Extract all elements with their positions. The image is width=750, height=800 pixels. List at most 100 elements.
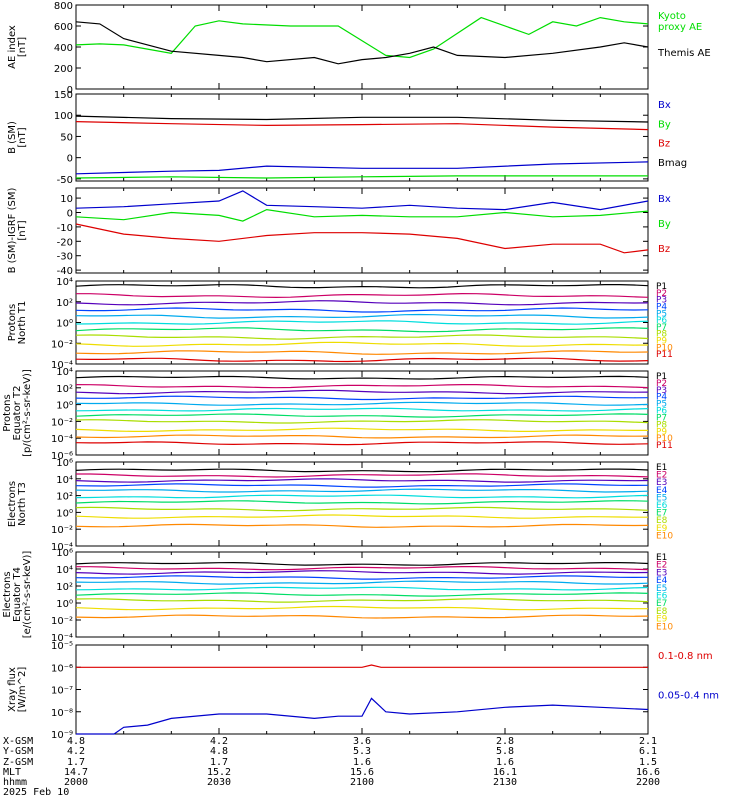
y-axis-label: B (SM) [nT] — [7, 121, 28, 154]
y-tick-label: 50 — [60, 132, 73, 143]
y-tick-label: 10⁰ — [56, 508, 73, 519]
y-tick-label: 10⁰ — [56, 319, 73, 330]
legend-label: P1 — [656, 282, 667, 292]
series-line-e5 — [75, 488, 649, 493]
series-line-p6 — [75, 407, 649, 412]
ephemeris-value: 2030 — [206, 777, 232, 789]
y-axis-label: Electrons Equator T4 [e/(cm²-s-sr-keV)] — [2, 551, 33, 639]
legend-label: E3 — [656, 478, 667, 488]
legend-label: P2 — [656, 379, 667, 389]
ephemeris-value: 14.7 — [63, 766, 89, 778]
y-tick-label: 10² — [56, 298, 73, 309]
y-axis-label-line: [W/m^2] — [17, 667, 28, 713]
ephemeris-row-mlt: MLT 14.7 15.2 15.6 16.1 16.6 — [0, 766, 750, 778]
legend-label: P3 — [656, 296, 667, 306]
y-tick-label: 10⁻² — [51, 616, 73, 627]
ephemeris-value: 16.6 — [635, 766, 661, 778]
y-axis-label-line: Electrons — [7, 481, 18, 527]
legend-label: E10 — [656, 531, 673, 541]
ephemeris-value: 2130 — [492, 777, 518, 789]
ephemeris-value: 5.8 — [495, 746, 515, 758]
y-axis-label: Electrons North T3 — [7, 481, 28, 527]
legend-label: E10 — [656, 622, 673, 632]
legend-label: 0.1-0.8 nm — [658, 651, 713, 662]
series-line-p10 — [75, 350, 649, 355]
y-tick-label: -20 — [57, 237, 73, 248]
ephemeris-value: 2200 — [635, 777, 661, 789]
legend-label: Bz — [658, 139, 670, 150]
legend-label: E6 — [656, 501, 668, 511]
series-line-bz — [75, 121, 649, 131]
legend-label: P10 — [656, 434, 673, 444]
series-line-e8 — [75, 506, 649, 512]
legend-label: 0.05-0.4 nm — [658, 691, 719, 702]
ephemeris-value: 4.2 — [66, 746, 86, 758]
y-axis-label-line: North T1 — [17, 301, 28, 345]
y-tick-label: 800 — [54, 1, 73, 12]
y-tick-label: 10⁻⁵ — [51, 641, 73, 652]
y-tick-label: -10 — [57, 223, 73, 234]
legend-label: E1 — [656, 553, 667, 563]
y-tick-label: 10⁻⁴ — [51, 633, 73, 644]
ephemeris-value: 2.8 — [495, 736, 515, 747]
series-line-by — [75, 208, 649, 222]
series-line-bz — [75, 223, 649, 254]
ephemeris-value: 6.1 — [638, 746, 658, 758]
y-tick-label: 600 — [54, 22, 73, 33]
legend-label: E2 — [656, 561, 667, 571]
legend-label: proxy AE — [658, 22, 702, 33]
legend-label: P10 — [656, 343, 673, 353]
y-axis-label-line: [e/(cm²-s-sr-keV)] — [22, 551, 33, 639]
legend-label: P9 — [656, 427, 667, 437]
y-axis-label-line: [p/(cm²-s-sr-keV)] — [22, 369, 33, 457]
y-tick-label: 10⁶ — [56, 548, 73, 559]
series-line-p8 — [75, 419, 649, 424]
series-line-p11 — [75, 357, 649, 363]
y-axis-label-line: [nT] — [17, 37, 28, 57]
ephemeris-value: 1.5 — [638, 756, 658, 768]
y-tick-label: 0 — [67, 208, 73, 219]
series-line-by — [75, 175, 648, 179]
series-line-e6 — [75, 586, 649, 591]
series-line-0.1-0.8-nm — [76, 664, 648, 668]
y-tick-label: 10⁻⁶ — [51, 663, 73, 674]
y-axis-label-line: [nT] — [17, 127, 28, 147]
legend-label: Bz — [658, 244, 670, 255]
legend-label: P1 — [656, 372, 667, 382]
ephemeris-value: 4.8 — [209, 746, 229, 758]
legend-label: P8 — [656, 330, 667, 340]
legend-label: E9 — [656, 524, 668, 534]
legend-label: P6 — [656, 407, 667, 417]
legend-label: P9 — [656, 337, 667, 347]
ephemeris-value: 4.8 — [66, 736, 86, 747]
y-tick-label: 10⁻⁹ — [51, 730, 73, 740]
series-line-p3 — [75, 389, 649, 395]
y-axis-label-line: Electrons — [2, 571, 13, 617]
ephemeris-label: hhmm — [3, 777, 28, 789]
y-tick-label: 10⁴ — [56, 475, 73, 486]
series-line-p9 — [75, 427, 648, 432]
series-line-e9 — [75, 514, 648, 519]
ephemeris-value: 5.3 — [352, 746, 372, 758]
series-line-p9 — [75, 341, 649, 347]
ephemeris-table: X-GSM 4.8 4.2 3.6 2.8 2.1 Y-GSM 4.2 4.8 … — [0, 736, 750, 800]
y-tick-label: 10⁴ — [56, 277, 73, 288]
ephemeris-value: 16.1 — [492, 766, 518, 778]
series-line-e7 — [75, 500, 649, 505]
legend-label: E8 — [656, 607, 668, 617]
series-line-themis-ae — [75, 21, 649, 65]
y-tick-label: 10² — [56, 582, 73, 593]
series-line-p6 — [75, 320, 649, 325]
series-line-p1 — [75, 284, 649, 289]
legend-label: P4 — [656, 302, 667, 312]
legend-label: By — [658, 119, 671, 130]
legend-label: P7 — [656, 413, 667, 423]
y-tick-label: 10 — [60, 194, 73, 205]
legend-label: P2 — [656, 289, 667, 299]
legend-label: P8 — [656, 420, 667, 430]
y-tick-label: 0 — [67, 154, 73, 165]
series-line-bx — [75, 190, 649, 211]
series-line-p8 — [75, 334, 649, 340]
y-tick-label: 10⁻⁷ — [51, 686, 73, 697]
